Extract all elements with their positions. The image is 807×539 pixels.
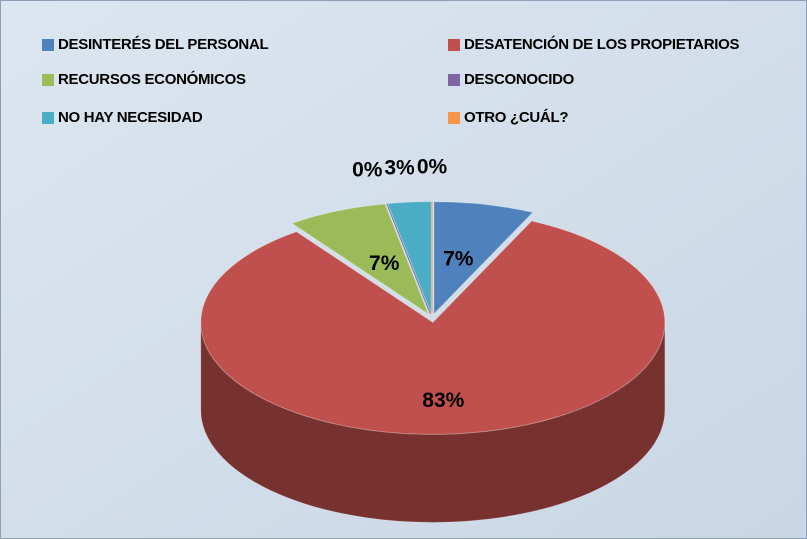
legend: DESINTERÉS DEL PERSONAL DESATENCIÓN DE LO… (42, 35, 740, 126)
value-label: 0% (352, 158, 383, 181)
legend-label: DESINTERÉS DEL PERSONAL (58, 36, 268, 53)
legend-label: OTRO ¿CUÁL? (464, 109, 568, 126)
pie-slice (433, 201, 534, 315)
pie-tops (200, 201, 666, 435)
value-label: 3% (384, 156, 415, 179)
legend-label: NO HAY NECESIDAD (58, 109, 203, 126)
legend-swatch (448, 74, 460, 86)
legend-swatch (448, 39, 460, 51)
legend-label: RECURSOS ECONÓMICOS (58, 70, 246, 88)
pie-slice (290, 203, 430, 316)
labels: 7% 83% 7% 0% 3% 0% (352, 156, 474, 412)
value-label: 83% (422, 389, 464, 412)
pie-slice (386, 201, 432, 314)
value-label: 7% (369, 252, 400, 275)
legend-swatch (42, 39, 54, 51)
legend-swatch (42, 112, 54, 124)
legend-swatch (448, 112, 460, 124)
value-label: 0% (417, 156, 448, 179)
pie-slice (200, 220, 666, 435)
legend-label: DESCONOCIDO (464, 71, 575, 88)
legend-label: DESATENCIÓN DE LOS PROPIETARIOS (464, 35, 739, 53)
value-label: 7% (443, 248, 474, 271)
legend-swatch (42, 74, 54, 86)
pie-slice (386, 203, 431, 314)
